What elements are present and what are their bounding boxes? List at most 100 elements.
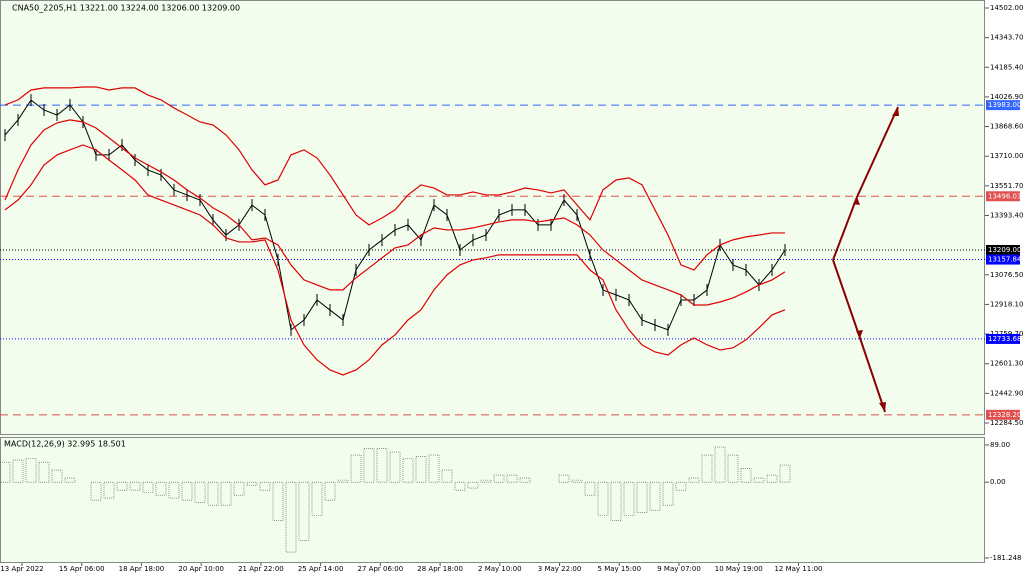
- macd-bar: [363, 448, 375, 483]
- level-label: 12733.68: [988, 335, 1021, 343]
- band-line: [4, 119, 786, 306]
- macd-bar: [623, 481, 635, 516]
- plot-background: [0, 0, 985, 563]
- macd-bar: [571, 479, 583, 483]
- macd-bar: [584, 481, 596, 496]
- macd-bar: [519, 477, 531, 483]
- x-tick-label: 13 Apr 2022: [0, 565, 43, 573]
- x-tick-label: 12 May 11:00: [774, 565, 822, 573]
- macd-bar: [324, 481, 336, 501]
- arrow-head: [853, 197, 860, 205]
- macd-bar: [38, 461, 50, 483]
- chart-title: CNA50_2205,H1 13221.00 13224.00 13206.00…: [12, 4, 240, 13]
- y-tick-label: 14026.90: [990, 93, 1023, 101]
- macd-bar: [454, 481, 466, 491]
- macd-bar: [714, 446, 726, 483]
- level-label-box: [986, 254, 1020, 265]
- macd-bar: [753, 477, 765, 483]
- macd-bar: [298, 481, 310, 541]
- level-label-box: [986, 244, 1020, 255]
- macd-bar: [610, 481, 622, 521]
- band-line: [4, 86, 785, 271]
- x-tick-label: 25 Apr 14:00: [298, 565, 344, 573]
- macd-bar: [246, 481, 258, 486]
- x-tick-label: 2 May 10:00: [478, 565, 522, 573]
- y-tick-label: 13551.70: [990, 182, 1023, 190]
- macd-bar: [181, 481, 193, 501]
- macd-bar: [636, 481, 648, 513]
- macd-bar: [402, 458, 414, 483]
- x-tick-label: 9 May 07:00: [657, 565, 701, 573]
- y-tick-label: 89.00: [990, 441, 1010, 449]
- arrow-heads: [853, 107, 899, 412]
- y-tick-label: 14185.40: [990, 63, 1023, 71]
- macd-bar: [558, 474, 570, 483]
- level-label-box: [986, 333, 1020, 344]
- y-tick-label: 13710.00: [990, 152, 1023, 160]
- x-tick-label: 20 Apr 10:00: [178, 565, 224, 573]
- macd-bar: [194, 481, 206, 503]
- macd-panel-frame: [0, 437, 985, 563]
- macd-bar: [12, 459, 24, 483]
- y-tick-label: 0.00: [990, 478, 1006, 486]
- macd-bar: [103, 481, 115, 499]
- macd-bar: [779, 464, 791, 483]
- x-tick-label: 21 Apr 22:00: [238, 565, 284, 573]
- macd-bar: [389, 451, 401, 483]
- x-tick-label: 3 May 22:00: [538, 565, 582, 573]
- macd-bar: [233, 481, 245, 496]
- macd-bar: [493, 474, 505, 483]
- macd-bar: [51, 469, 63, 483]
- y-tick-label: 13076.50: [990, 271, 1023, 279]
- macd-bar: [259, 481, 271, 491]
- macd-bar: [662, 481, 674, 506]
- arrow-head: [856, 330, 863, 338]
- y-tick-label: 13393.40: [990, 211, 1023, 219]
- macd-bar: [285, 481, 297, 553]
- x-tick-label: 10 May 19:00: [715, 565, 763, 573]
- macd-bar: [116, 481, 128, 491]
- y-tick-label: 14502.00: [990, 4, 1023, 12]
- x-tick-label: 15 Apr 06:00: [59, 565, 105, 573]
- macd-bar: [64, 477, 76, 483]
- y-tick-label: 13868.60: [990, 123, 1023, 131]
- macd-bar: [441, 469, 453, 483]
- macd-bar: [415, 455, 427, 483]
- y-tick-label: 12601.30: [990, 360, 1023, 368]
- macd-bar: [766, 474, 778, 483]
- macd-bar: [311, 481, 323, 516]
- arrow-head: [879, 402, 886, 412]
- macd-bar: [0, 461, 11, 483]
- level-label: 13157.84: [988, 256, 1022, 264]
- level-label: 12328.20: [988, 411, 1021, 419]
- macd-bar: [129, 481, 141, 491]
- macd-bar: [272, 481, 284, 521]
- macd-bar: [428, 454, 440, 483]
- macd-bar: [155, 481, 167, 496]
- macd-bar: [675, 481, 687, 491]
- y-tick-label: -181.248: [990, 554, 1021, 562]
- x-tick-label: 5 May 15:00: [598, 565, 642, 573]
- level-label-box: [986, 191, 1020, 202]
- level-label: 13496.03: [988, 192, 1021, 200]
- macd-bar: [376, 448, 388, 483]
- level-label: 13209.00: [988, 246, 1021, 254]
- macd-bar: [506, 474, 518, 483]
- y-tick-label: 12284.50: [990, 419, 1023, 427]
- macd-bar: [90, 481, 102, 501]
- macd-bar: [740, 468, 752, 483]
- y-tick-label: 12442.90: [990, 389, 1023, 397]
- macd-bar: [207, 481, 219, 506]
- macd-bar: [467, 481, 479, 489]
- macd-bar: [337, 479, 349, 483]
- macd-bar: [350, 454, 362, 483]
- macd-bar: [25, 458, 37, 483]
- x-tick-label: 27 Apr 06:00: [358, 565, 404, 573]
- macd-bar: [597, 481, 609, 516]
- x-tick-label: 18 Apr 18:00: [119, 565, 165, 573]
- main-panel-frame: [0, 0, 985, 435]
- level-label: 13983.00: [988, 101, 1021, 109]
- macd-title: MACD(12,26,9) 32.995 18.501: [4, 440, 126, 449]
- macd-bar: [649, 481, 661, 511]
